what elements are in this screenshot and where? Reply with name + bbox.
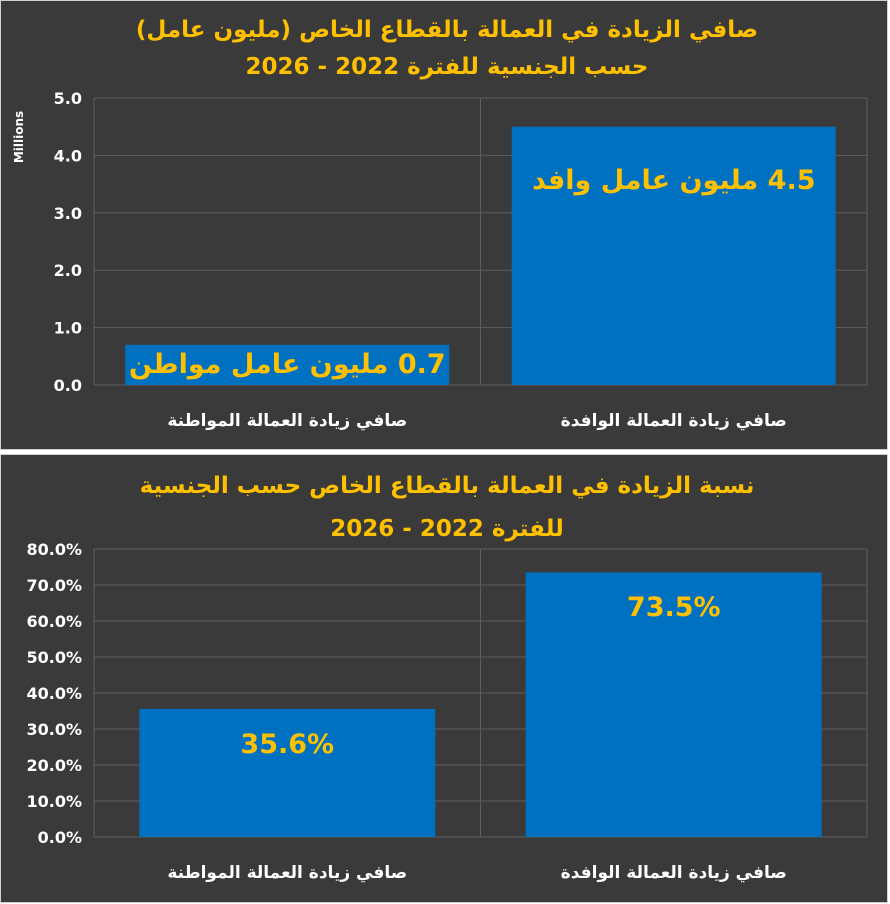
chart-panel-employment-percentage: 0.0% 10.0% 20.0% 30.0% 40.0% 50.0% 60.0% 70.0% 8…: [0, 454, 888, 903]
bar: [525, 572, 822, 837]
y-tick-label: 4.0: [54, 146, 82, 165]
chart-title: صافي الزيادة في العمالة بالقطاع الخاص (م…: [136, 17, 758, 43]
y-tick-label: 2.0: [54, 261, 82, 280]
bar: [511, 126, 836, 385]
y-tick-label: 70.0%: [26, 576, 82, 595]
data-label: 35.6%: [240, 729, 334, 760]
bar: [125, 344, 450, 385]
y-tick-label: 10.0%: [26, 792, 82, 811]
chart-title: نسبة الزيادة في العمالة بالقطاع الخاص حس…: [140, 473, 755, 499]
data-label: 0.7 مليون عامل مواطن: [129, 349, 446, 380]
x-category-label: صافي زيادة العمالة المواطنة: [167, 411, 407, 431]
x-category-label: صافي زيادة العمالة الوافدة: [561, 411, 787, 431]
chart-panel-employment-millions: 0.0 1.0 2.0 3.0 4.0 5.0 صافي زيادة العمالة ال…: [0, 0, 888, 450]
chart-subtitle: للفترة 2022 - 2026: [330, 516, 563, 542]
y-tick-label: 60.0%: [26, 612, 82, 631]
y-tick-label: 40.0%: [26, 684, 82, 703]
y-axis-unit-label: Millions: [12, 111, 26, 163]
y-tick-label: 80.0%: [26, 540, 82, 559]
y-tick-label: 5.0: [54, 89, 82, 108]
chart-svg-employment-percentage: 0.0% 10.0% 20.0% 30.0% 40.0% 50.0% 60.0% 70.0% 8…: [26, 473, 868, 883]
bar: [139, 708, 436, 837]
x-category-label: صافي زيادة العمالة المواطنة: [167, 863, 407, 883]
y-tick-label: 3.0: [54, 204, 82, 223]
chart-svg-employment-millions: 0.0 1.0 2.0 3.0 4.0 5.0 صافي زيادة العمالة ال…: [12, 17, 868, 431]
y-tick-label: 50.0%: [26, 648, 82, 667]
y-tick-label: 20.0%: [26, 756, 82, 775]
data-label: 73.5%: [627, 592, 721, 623]
y-tick-label: 1.0: [54, 319, 82, 338]
x-category-label: صافي زيادة العمالة الوافدة: [561, 863, 787, 883]
y-tick-label: 0.0: [54, 376, 82, 395]
y-tick-label: 0.0%: [38, 828, 82, 847]
chart-subtitle: حسب الجنسية للفترة 2022 - 2026: [245, 54, 648, 80]
data-label: 4.5 مليون عامل وافد: [532, 165, 816, 196]
y-tick-label: 30.0%: [26, 720, 82, 739]
